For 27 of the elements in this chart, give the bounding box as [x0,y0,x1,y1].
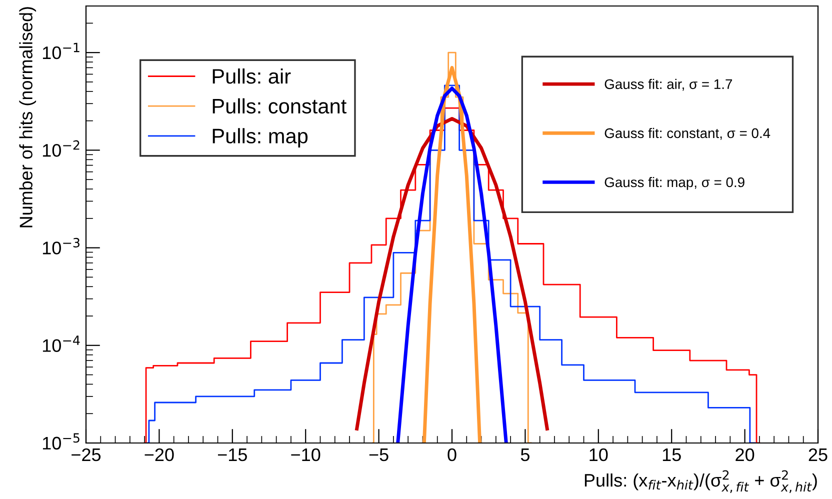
y-tick-label: 10$^{−4}$ [42,336,80,352]
legend-label: Gauss fit: constant, σ = 0.4 [604,128,770,140]
y-tick-label: 10$^{−2}$ [42,140,80,157]
x-tick-label: −20 [144,448,174,462]
line-series [396,86,508,443]
y-tick-label: 10$^{−3}$ [42,238,80,254]
text: Pulls: (x$_{fit}$-x$_{hit}$)/(σ$^{2}$$_{x,fit}$ + σ$^{2}$$_{x,hit}$) [584,470,817,493]
x-tick-label: 20 [736,448,754,462]
legend-label: Pulls: air [212,68,291,84]
x-tick-label: −25 [72,448,101,462]
legend-label: Pulls: constant [212,98,347,114]
legend-label: Gauss fit: map, σ = 0.9 [604,176,744,190]
y-tick-label: 10$^{−1}$ [42,42,80,60]
x-tick-label: 25 [808,448,828,462]
x-tick-label: −5 [369,448,388,462]
x-tick-label: 10 [590,448,608,462]
y-axis-title: Number of hits (normalised) [19,7,36,228]
legend-label: Gauss fit: air, σ = 1.7 [604,78,732,91]
legend-label: Pulls: map [212,128,308,148]
x-tick-label: 0 [448,448,456,462]
x-tick-label: −15 [218,448,247,462]
x-tick-label: 5 [520,448,530,462]
x-tick-label: 15 [662,448,681,462]
y-tick-label: 10$^{−5}$ [42,433,80,450]
line-series [355,116,549,430]
line-series [422,66,482,443]
x-tick-label: −10 [291,448,320,462]
